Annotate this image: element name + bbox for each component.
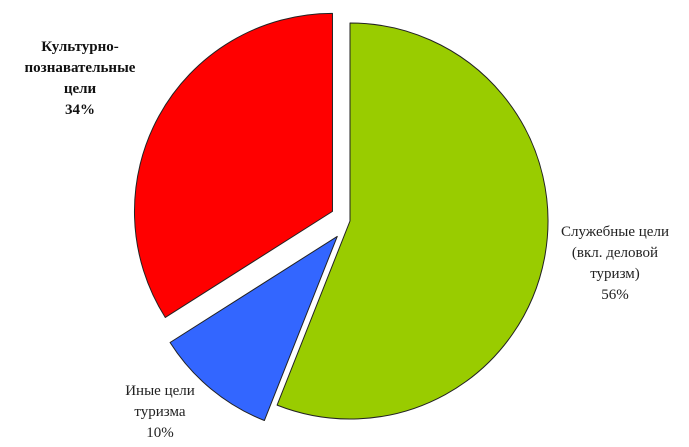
slice-label-line: (вкл. деловой [571,245,659,261]
slice-cultural [133,12,333,318]
slice-label-line: цели [63,81,97,97]
slice-label-line: Культурно- [41,39,119,55]
slice-label-line: туризма [134,404,186,420]
slice-label-line: познавательные [24,60,136,76]
slice-label-line: Иные цели [125,383,195,399]
slice-label-other: Иные цели туризма 10% [100,381,220,444]
slice-label-line: Служебные цели [561,224,669,240]
slice-percent-label: 56% [601,287,629,303]
slice-label-line: туризм) [590,266,640,282]
slice-percent-label: 10% [146,425,174,441]
slice-other-tourism [169,235,338,422]
slice-business [276,22,549,420]
slice-percent-label: 34% [65,102,95,118]
slice-label-business: Служебные цели (вкл. деловой туризм) 56% [540,222,689,306]
slice-label-cultural: Культурно- познавательные цели 34% [0,37,160,121]
